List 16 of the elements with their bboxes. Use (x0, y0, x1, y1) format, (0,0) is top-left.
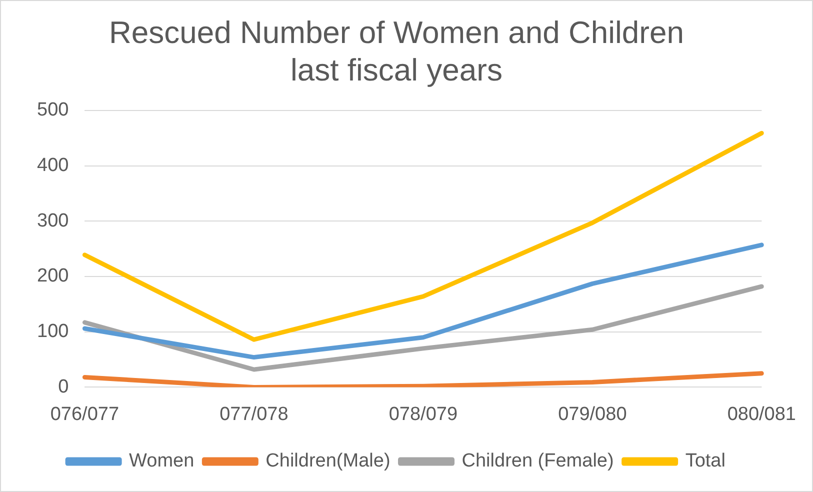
x-tick-label: 078/079 (388, 404, 458, 425)
legend-label: Women (129, 450, 194, 472)
legend-label: Children (Female) (462, 450, 614, 472)
x-tick-label: 076/077 (50, 404, 120, 425)
y-tick-label: 300 (37, 210, 69, 232)
legend-label: Children(Male) (266, 450, 390, 472)
x-tick-label: 079/080 (558, 404, 627, 425)
y-tick-label: 400 (37, 154, 69, 176)
legend-label: Total (685, 450, 726, 472)
y-tick-label: 200 (37, 266, 69, 287)
x-tick-label: 080/081 (727, 404, 796, 425)
chart-title: Rescued Number of Women and Children last fiscal years (109, 15, 684, 88)
y-tick-label: 0 (58, 376, 69, 398)
x-tick-label: 077/078 (220, 404, 288, 425)
y-tick-label: 100 (37, 321, 69, 342)
y-tick-label: 500 (37, 100, 69, 121)
